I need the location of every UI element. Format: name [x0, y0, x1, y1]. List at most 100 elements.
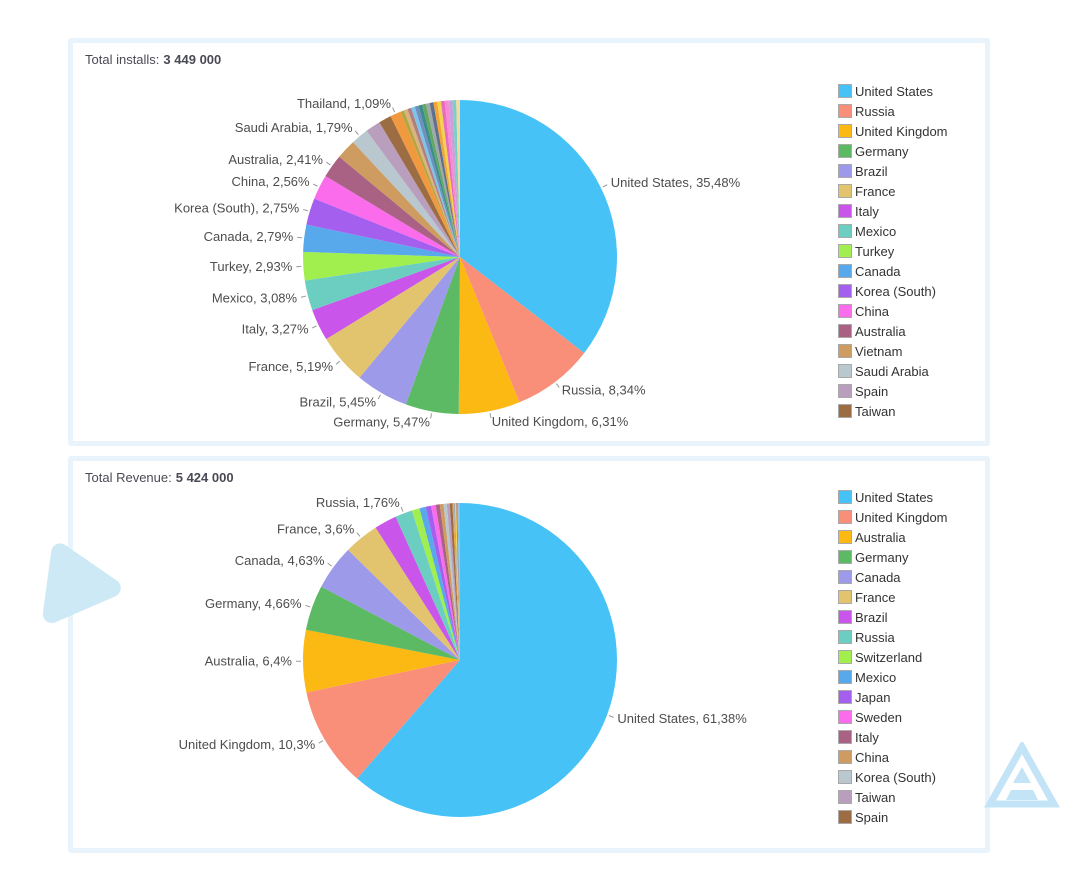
- pie-slice-other[interactable]: [457, 503, 460, 660]
- pie-slice-other[interactable]: [444, 100, 460, 257]
- pie-slice-other[interactable]: [458, 503, 460, 660]
- pie-slice-italy[interactable]: [312, 257, 460, 340]
- legend-item-canada[interactable]: Canada: [838, 261, 948, 281]
- legend-item-taiwan[interactable]: Taiwan: [838, 401, 948, 421]
- pie-slice-other[interactable]: [407, 107, 460, 257]
- pie-slice-taiwan[interactable]: [446, 503, 460, 660]
- legend-item-russia[interactable]: Russia: [838, 101, 948, 121]
- legend-item-mexico[interactable]: Mexico: [838, 667, 948, 687]
- legend-item-germany[interactable]: Germany: [838, 141, 948, 161]
- legend-item-russia[interactable]: Russia: [838, 627, 948, 647]
- pie-slice-other[interactable]: [448, 100, 460, 257]
- pie-slice-united-states[interactable]: [357, 503, 617, 817]
- pie-slice-germany[interactable]: [305, 586, 460, 660]
- legend-item-australia[interactable]: Australia: [838, 321, 948, 341]
- pie-slice-france[interactable]: [348, 527, 460, 660]
- pie-slice-saudi-arabia[interactable]: [353, 130, 460, 257]
- pie-slice-russia[interactable]: [395, 510, 460, 660]
- legend-item-korea-south[interactable]: Korea (South): [838, 281, 948, 301]
- legend-item-mexico[interactable]: Mexico: [838, 221, 948, 241]
- legend-item-italy[interactable]: Italy: [838, 727, 948, 747]
- slice-label-tick: [602, 184, 608, 188]
- pie-slice-brazil[interactable]: [375, 516, 460, 660]
- pie-slice-other[interactable]: [425, 102, 460, 257]
- pie-slice-united-states[interactable]: [460, 100, 618, 354]
- pie-slice-turkey[interactable]: [302, 251, 460, 281]
- pie-slice-brazil[interactable]: [359, 257, 460, 405]
- legend-item-turkey[interactable]: Turkey: [838, 241, 948, 261]
- pie-slice-korea-south[interactable]: [306, 198, 460, 257]
- pie-slice-spain[interactable]: [449, 503, 460, 660]
- pie-slice-united-kingdom[interactable]: [306, 660, 460, 779]
- pie-slice-other[interactable]: [456, 100, 460, 257]
- pie-slice-other[interactable]: [400, 110, 460, 257]
- legend-item-spain[interactable]: Spain: [838, 381, 948, 401]
- revenue-pie-chart[interactable]: United States, 61,38% Russia, 1,76% France…: [73, 461, 985, 848]
- pie-slice-canada[interactable]: [303, 224, 460, 257]
- legend-item-united-states[interactable]: United States: [838, 81, 948, 101]
- pie-slice-germany[interactable]: [405, 257, 460, 414]
- pie-slice-mexico[interactable]: [419, 506, 460, 660]
- legend-item-china[interactable]: China: [838, 747, 948, 767]
- pie-slice-korea-south[interactable]: [443, 503, 460, 660]
- pie-slice-other[interactable]: [414, 105, 460, 257]
- pie-slice-mexico[interactable]: [304, 257, 460, 311]
- legend-item-korea-south[interactable]: Korea (South): [838, 767, 948, 787]
- pie-slice-vietnam[interactable]: [339, 142, 460, 257]
- legend-label: Spain: [855, 383, 889, 399]
- legend-item-sweden[interactable]: Sweden: [838, 707, 948, 727]
- legend-item-china[interactable]: China: [838, 301, 948, 321]
- pie-slice-other[interactable]: [456, 503, 460, 660]
- legend-item-vietnam[interactable]: Vietnam: [838, 341, 948, 361]
- pie-slice-italy[interactable]: [435, 504, 460, 660]
- pie-slice-thailand[interactable]: [390, 111, 460, 257]
- legend-item-brazil[interactable]: Brazil: [838, 607, 948, 627]
- pie-slice-other[interactable]: [433, 101, 460, 257]
- pie-slice-taiwan[interactable]: [379, 116, 460, 258]
- pie-slice-switzerland[interactable]: [411, 508, 460, 660]
- legend-item-brazil[interactable]: Brazil: [838, 161, 948, 181]
- legend-item-united-kingdom[interactable]: United Kingdom: [838, 507, 948, 527]
- installs-pie-chart[interactable]: United States, 35,48% Russia, 8,34% United…: [73, 43, 985, 441]
- legend-item-australia[interactable]: Australia: [838, 527, 948, 547]
- pie-slice-china[interactable]: [314, 176, 460, 257]
- pie-slice-other[interactable]: [437, 101, 460, 257]
- pie-slice-other[interactable]: [440, 100, 460, 257]
- pie-slice-other[interactable]: [418, 104, 460, 257]
- slice-label-tick: [297, 236, 303, 239]
- pie-slice-australia[interactable]: [325, 156, 460, 257]
- legend-item-saudi-arabia[interactable]: Saudi Arabia: [838, 361, 948, 381]
- pie-slice-canada[interactable]: [321, 549, 460, 660]
- pie-slice-spain[interactable]: [366, 122, 460, 257]
- legend-item-canada[interactable]: Canada: [838, 567, 948, 587]
- legend-item-spain[interactable]: Spain: [838, 807, 948, 827]
- legend-label: Italy: [855, 729, 879, 745]
- legend-swatch: [838, 550, 852, 564]
- pie-slice-other[interactable]: [453, 503, 460, 660]
- pie-slice-other[interactable]: [429, 102, 460, 257]
- legend-item-japan[interactable]: Japan: [838, 687, 948, 707]
- pie-slice-other[interactable]: [411, 106, 460, 258]
- pie-slice-other[interactable]: [422, 103, 460, 257]
- legend-item-france[interactable]: France: [838, 587, 948, 607]
- pie-slice-russia[interactable]: [460, 257, 585, 403]
- pie-slice-other[interactable]: [454, 503, 460, 660]
- pie-slice-united-kingdom[interactable]: [458, 257, 520, 414]
- pie-slice-france[interactable]: [326, 257, 460, 378]
- pie-slice-other[interactable]: [452, 503, 460, 660]
- slice-label-tick: [392, 107, 396, 113]
- legend-item-italy[interactable]: Italy: [838, 201, 948, 221]
- legend-item-united-states[interactable]: United States: [838, 487, 948, 507]
- pie-slice-sweden[interactable]: [430, 504, 460, 660]
- legend-item-taiwan[interactable]: Taiwan: [838, 787, 948, 807]
- pie-slice-japan[interactable]: [425, 505, 460, 660]
- pie-slice-australia[interactable]: [302, 629, 460, 693]
- pie-slice-china[interactable]: [439, 503, 460, 660]
- legend-item-france[interactable]: France: [838, 181, 948, 201]
- legend-item-united-kingdom[interactable]: United Kingdom: [838, 121, 948, 141]
- pie-slice-other[interactable]: [403, 109, 460, 257]
- legend-item-germany[interactable]: Germany: [838, 547, 948, 567]
- legend-label: Japan: [855, 689, 891, 705]
- pie-slice-other[interactable]: [452, 100, 460, 257]
- legend-item-switzerland[interactable]: Switzerland: [838, 647, 948, 667]
